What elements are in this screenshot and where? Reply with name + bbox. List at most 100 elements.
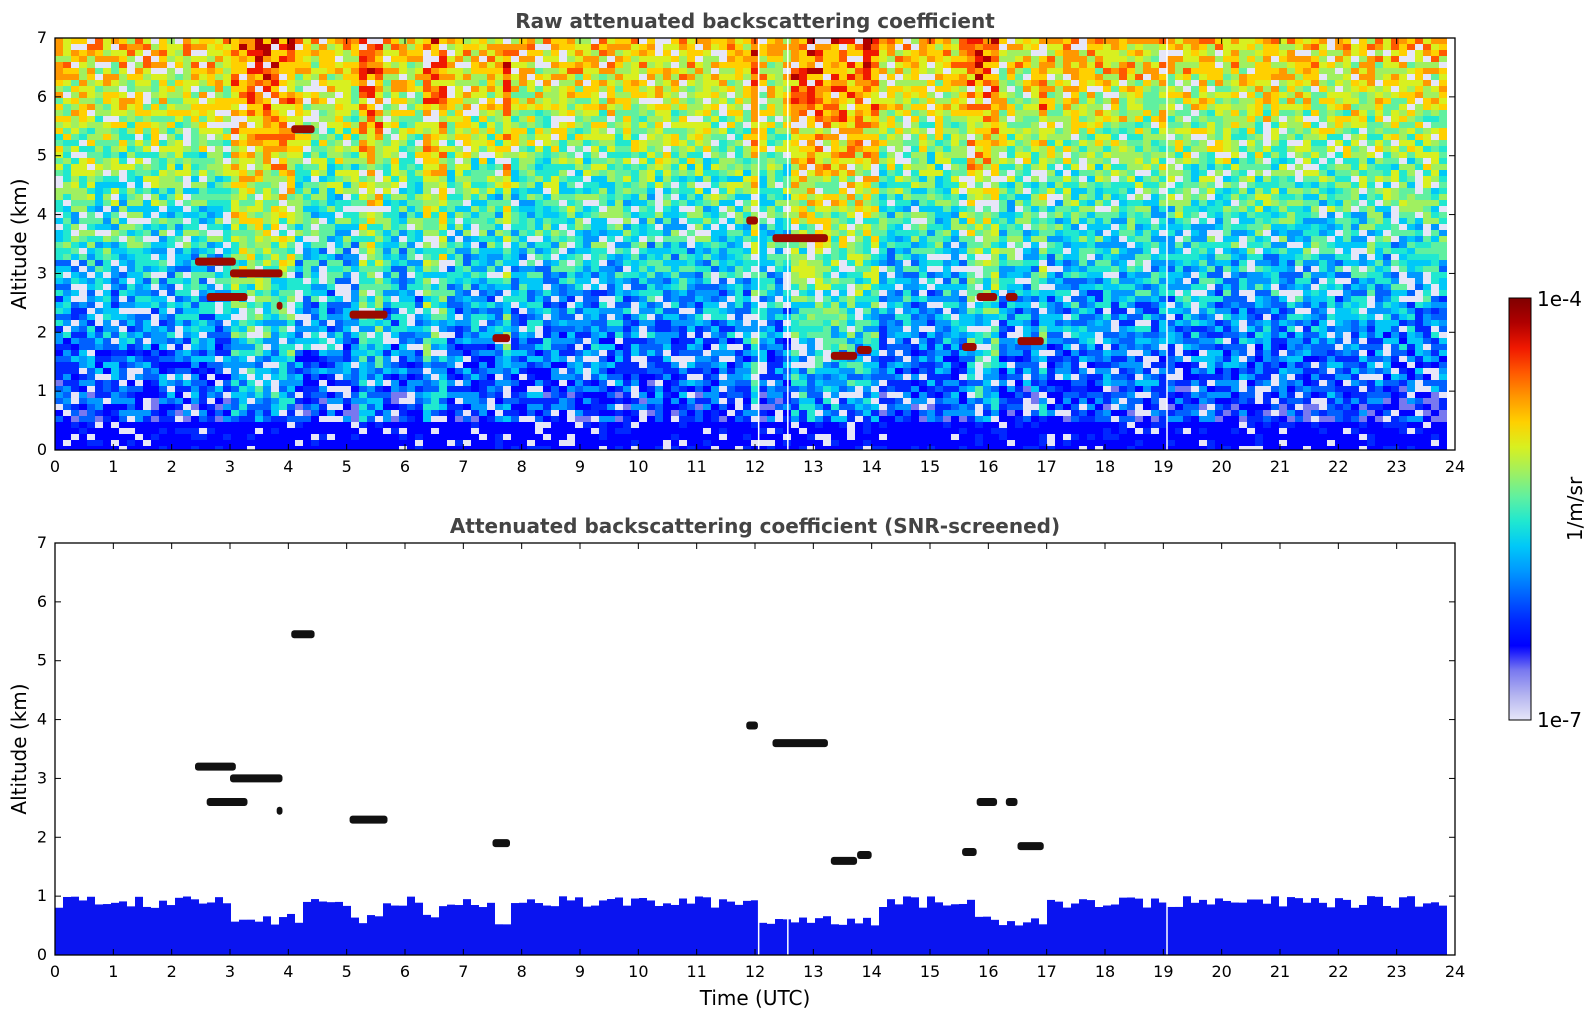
backscatter-cell bbox=[399, 284, 407, 290]
backscatter-cell bbox=[431, 344, 439, 350]
backscatter-cell bbox=[503, 98, 511, 104]
backscatter-cell bbox=[167, 164, 175, 170]
backscatter-cell bbox=[599, 320, 607, 326]
backscatter-cell bbox=[463, 392, 471, 398]
backscatter-cell bbox=[583, 164, 591, 170]
backscatter-cell bbox=[415, 200, 423, 206]
backscatter-cell bbox=[247, 74, 255, 80]
backscatter-cell bbox=[311, 284, 319, 290]
backscatter-cell bbox=[535, 122, 543, 128]
backscatter-cell bbox=[143, 248, 151, 254]
backscatter-cell bbox=[391, 128, 399, 134]
backscatter-cell bbox=[159, 302, 167, 308]
backscatter-cell bbox=[295, 116, 303, 122]
backscatter-cell bbox=[223, 38, 231, 44]
backscatter-cell bbox=[191, 254, 199, 260]
backscatter-cell bbox=[231, 410, 239, 416]
backscatter-cell bbox=[111, 326, 119, 332]
backscatter-cell bbox=[79, 416, 87, 422]
backscatter-cell bbox=[63, 284, 71, 290]
backscatter-cell bbox=[327, 98, 335, 104]
backscatter-cell bbox=[455, 44, 463, 50]
backscatter-cell bbox=[543, 224, 551, 230]
backscatter-cell bbox=[359, 254, 367, 260]
backscatter-cell bbox=[63, 362, 71, 368]
backscatter-cell bbox=[247, 422, 255, 428]
backscatter-cell bbox=[247, 278, 255, 284]
backscatter-cell bbox=[407, 440, 415, 446]
backscatter-cell bbox=[511, 248, 519, 254]
backscatter-cell bbox=[151, 326, 159, 332]
backscatter-cell bbox=[527, 140, 535, 146]
backscatter-cell bbox=[271, 98, 279, 104]
backscatter-cell bbox=[599, 62, 607, 68]
backscatter-cell bbox=[63, 368, 71, 374]
backscatter-cell bbox=[431, 236, 439, 242]
backscatter-cell bbox=[367, 74, 375, 80]
backscatter-cell bbox=[503, 194, 511, 200]
backscatter-cell bbox=[391, 44, 399, 50]
backscatter-cell bbox=[511, 290, 519, 296]
backscatter-cell bbox=[143, 380, 151, 386]
backscatter-cell bbox=[447, 416, 455, 422]
backscatter-cell bbox=[431, 308, 439, 314]
backscatter-cell bbox=[583, 38, 591, 44]
backscatter-cell bbox=[199, 272, 207, 278]
backscatter-cell bbox=[375, 104, 383, 110]
backscatter-cell bbox=[175, 440, 183, 446]
backscatter-cell bbox=[599, 284, 607, 290]
backscatter-cell bbox=[199, 296, 207, 302]
backscatter-cell bbox=[247, 392, 255, 398]
backscatter-cell bbox=[503, 326, 511, 332]
backscatter-cell bbox=[543, 38, 551, 44]
backscatter-cell bbox=[271, 152, 279, 158]
backscatter-cell bbox=[111, 272, 119, 278]
backscatter-cell bbox=[207, 188, 215, 194]
backscatter-cell bbox=[407, 350, 415, 356]
backscatter-cell bbox=[111, 380, 119, 386]
backscatter-cell bbox=[319, 200, 327, 206]
backscatter-cell bbox=[407, 374, 415, 380]
backscatter-cell bbox=[503, 398, 511, 404]
backscatter-cell bbox=[527, 302, 535, 308]
backscatter-cell bbox=[279, 56, 287, 62]
backscatter-cell bbox=[439, 146, 447, 152]
backscatter-cell bbox=[415, 224, 423, 230]
backscatter-cell bbox=[423, 212, 431, 218]
backscatter-cell bbox=[247, 428, 255, 434]
backscatter-cell bbox=[175, 404, 183, 410]
backscatter-cell bbox=[143, 404, 151, 410]
backscatter-cell bbox=[255, 332, 263, 338]
backscatter-cell bbox=[463, 116, 471, 122]
backscatter-cell bbox=[631, 164, 639, 170]
backscatter-cell bbox=[351, 224, 359, 230]
backscatter-cell bbox=[351, 206, 359, 212]
backscatter-cell bbox=[319, 242, 327, 248]
backscatter-cell bbox=[103, 62, 111, 68]
backscatter-cell bbox=[311, 302, 319, 308]
backscatter-cell bbox=[159, 446, 167, 450]
backscatter-cell bbox=[191, 362, 199, 368]
backscatter-cell bbox=[71, 152, 79, 158]
backscatter-cell bbox=[239, 152, 247, 158]
backscatter-cell bbox=[271, 290, 279, 296]
backscatter-cell bbox=[407, 164, 415, 170]
backscatter-cell bbox=[175, 206, 183, 212]
backscatter-cell bbox=[287, 296, 295, 302]
backscatter-cell bbox=[455, 56, 463, 62]
backscatter-cell bbox=[631, 98, 639, 104]
backscatter-cell bbox=[503, 284, 511, 290]
backscatter-cell bbox=[135, 194, 143, 200]
backscatter-cell bbox=[319, 284, 327, 290]
backscatter-cell bbox=[71, 104, 79, 110]
backscatter-cell bbox=[615, 284, 623, 290]
backscatter-cell bbox=[455, 110, 463, 116]
backscatter-cell bbox=[503, 152, 511, 158]
backscatter-cell bbox=[215, 200, 223, 206]
backscatter-cell bbox=[391, 410, 399, 416]
backscatter-cell bbox=[623, 266, 631, 272]
backscatter-cell bbox=[295, 368, 303, 374]
backscatter-cell bbox=[151, 440, 159, 446]
backscatter-cell bbox=[151, 272, 159, 278]
backscatter-cell bbox=[367, 164, 375, 170]
